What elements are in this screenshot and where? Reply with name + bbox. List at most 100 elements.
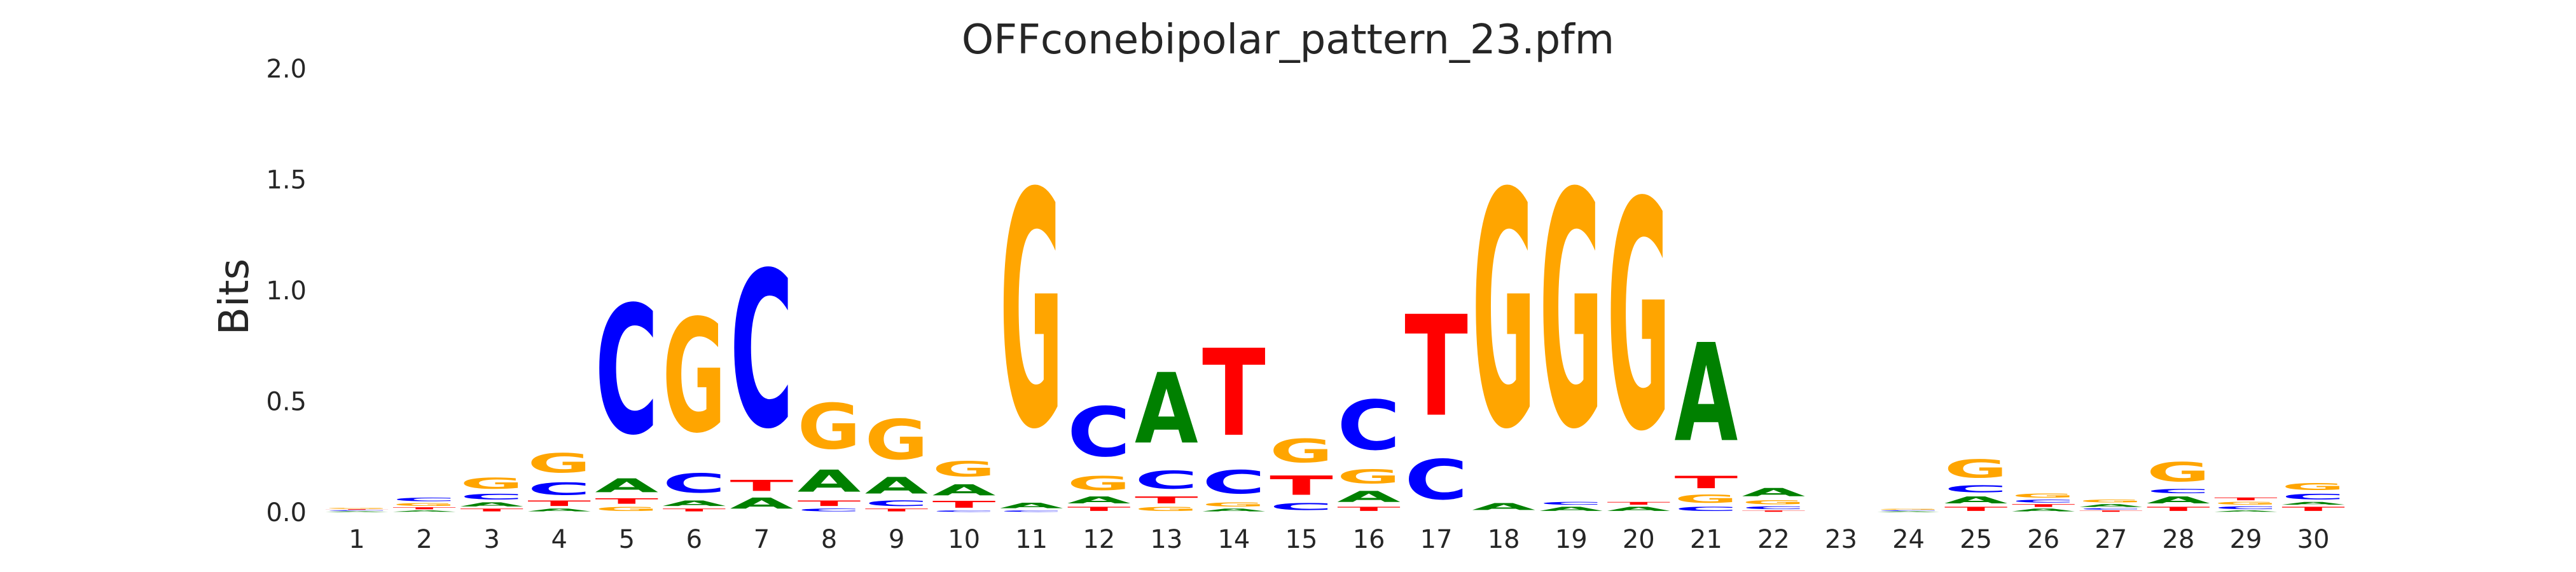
logo-letter-t: T — [1944, 506, 2008, 512]
y-tick-label: 1.0 — [266, 276, 307, 306]
logo-letter-a: A — [2147, 494, 2210, 505]
logo-letter-g: G — [1202, 501, 1266, 508]
logo-letter-t: T — [663, 508, 726, 512]
logo-letter-t: T — [1742, 510, 1806, 512]
logo-letter-c: C — [1675, 506, 1738, 512]
logo-letter-c: C — [460, 493, 523, 501]
logo-letter-t: T — [1270, 470, 1333, 501]
logo-letter-t: T — [2282, 506, 2345, 512]
logo-letter-g: G — [325, 508, 389, 509]
logo-glyph-stacks: ACTGATGCTACGATCGGTACTACGATCCTAGTCAGCTAGC… — [325, 125, 2345, 512]
logo-letter-a: A — [2079, 503, 2143, 508]
logo-letter-a: A — [663, 499, 726, 508]
logo-letter-a: A — [1877, 511, 1941, 512]
x-tick-label: 11 — [1015, 525, 1048, 554]
logo-letter-t: T — [2147, 506, 2210, 512]
y-axis-label: Bits — [211, 259, 258, 335]
logo-letter-a: A — [932, 481, 996, 499]
logo-letter-c: C — [392, 497, 456, 503]
logo-letter-t: T — [595, 497, 658, 506]
logo-letter-t: T — [527, 499, 591, 508]
x-tick-label: 1 — [349, 525, 364, 554]
logo-letter-a: A — [1135, 353, 1198, 466]
x-tick-label: 7 — [754, 525, 770, 554]
logo-letter-c: C — [663, 468, 726, 499]
x-tick-label: 2 — [416, 525, 432, 554]
logo-letter-t: T — [1135, 494, 1198, 505]
logo-letter-t: T — [2079, 510, 2143, 512]
logo-letter-c: C — [1877, 510, 1941, 512]
logo-letter-c: C — [325, 510, 389, 512]
x-tick-label: 19 — [1555, 525, 1588, 554]
logo-letter-g: G — [1877, 509, 1941, 510]
logo-letter-t: T — [460, 508, 523, 512]
logo-letter-c: C — [1000, 510, 1063, 512]
x-tick-label: 14 — [1217, 525, 1250, 554]
x-tick-label: 29 — [2229, 525, 2262, 554]
logo-letter-a: A — [392, 510, 456, 512]
logo-letter-g: G — [2079, 499, 2143, 503]
x-tick-label: 6 — [686, 525, 702, 554]
x-tick-label: 27 — [2095, 525, 2127, 554]
logo-letter-c: C — [1135, 466, 1198, 494]
logo-letter-a: A — [527, 508, 591, 512]
x-tick-label: 10 — [948, 525, 980, 554]
logo-letter-c: C — [1067, 392, 1131, 472]
logo-letter-t: T — [392, 507, 456, 510]
x-tick-label: 12 — [1083, 525, 1115, 554]
logo-letter-g: G — [865, 408, 929, 472]
logo-letter-g: G — [1675, 493, 1738, 506]
x-axis-ticks: 1 2 3 4 5 6 7 8 9 10 11 12 13 14 15 16 17 18 19 20 21 22 23 24 2… — [349, 525, 2329, 554]
x-tick-label: 4 — [551, 525, 567, 554]
logo-letter-g: G — [527, 448, 591, 479]
logo-letter-c: C — [865, 499, 929, 508]
logo-letter-c: C — [527, 479, 591, 499]
logo-letter-c: C — [2147, 488, 2210, 494]
logo-letter-a: A — [1000, 501, 1063, 510]
logo-letter-g: G — [1270, 433, 1333, 470]
logo-letter-a: A — [2282, 501, 2345, 506]
logo-letter-g: G — [798, 391, 861, 464]
logo-letter-t: T — [932, 499, 996, 510]
logo-letter-g: G — [392, 502, 456, 507]
logo-letter-c: C — [932, 510, 996, 512]
logo-letter-g: G — [1539, 125, 1603, 500]
y-tick-label: 1.5 — [266, 166, 307, 195]
logo-letter-g: G — [663, 287, 726, 468]
logo-letter-a: A — [1337, 488, 1401, 506]
logo-letter-g: G — [595, 506, 658, 512]
logo-letter-t: T — [1202, 324, 1266, 463]
logo-letter-t: T — [2012, 503, 2075, 508]
logo-letter-a: A — [2012, 508, 2075, 512]
logo-letter-t: T — [1337, 506, 1401, 512]
x-tick-label: 15 — [1285, 525, 1318, 554]
logo-letter-a: A — [798, 463, 861, 499]
x-tick-label: 13 — [1150, 525, 1182, 554]
logo-letter-g: G — [1000, 125, 1063, 500]
logo-letter-a: A — [460, 501, 523, 508]
y-axis-ticks: 0.0 0.5 1.0 1.5 2.0 — [266, 55, 307, 528]
x-tick-label: 23 — [1825, 525, 1857, 554]
x-tick-label: 25 — [1960, 525, 1992, 554]
x-tick-label: 17 — [1420, 525, 1453, 554]
logo-letter-a: A — [1944, 494, 2008, 505]
logo-letter-c: C — [1202, 464, 1266, 501]
logo-letter-t: T — [730, 477, 794, 494]
x-tick-label: 30 — [2297, 525, 2330, 554]
logo-letter-c: C — [2214, 506, 2278, 510]
logo-letter-g: G — [1607, 135, 1670, 500]
y-tick-label: 0.5 — [266, 388, 307, 417]
logo-letter-g: G — [1742, 499, 1806, 505]
logo-letter-a: A — [1675, 316, 1738, 472]
logo-letter-a: A — [730, 494, 794, 512]
logo-letter-g: G — [1337, 466, 1401, 488]
chart-title: OFFconebipolar_pattern_23.pfm — [962, 17, 1614, 64]
logo-letter-c: C — [1742, 506, 1806, 510]
logo-letter-a: A — [1202, 508, 1266, 512]
logo-letter-a: A — [595, 475, 658, 497]
logo-letter-t: T — [2214, 497, 2278, 501]
x-tick-label: 26 — [2027, 525, 2060, 554]
logo-letter-g: G — [1135, 506, 1198, 512]
logo-letter-t: T — [865, 508, 929, 512]
